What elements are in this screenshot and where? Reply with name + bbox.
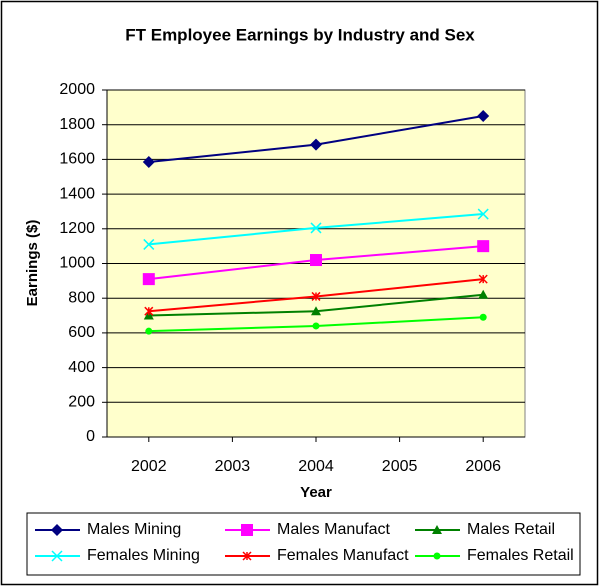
legend-label: Females Mining [87, 547, 200, 564]
marker [242, 551, 252, 561]
y-tick-label: 2000 [59, 81, 95, 98]
y-tick-label: 1600 [59, 151, 95, 168]
y-tick-label: 200 [68, 394, 95, 411]
marker [432, 525, 442, 534]
marker [478, 274, 488, 284]
marker [477, 208, 489, 220]
y-tick-label: 1000 [59, 255, 95, 272]
marker [311, 306, 321, 316]
x-tick-label: 2005 [382, 458, 418, 475]
marker [433, 552, 441, 560]
x-tick-label: 2003 [215, 458, 251, 475]
y-tick-label: 400 [68, 359, 95, 376]
y-tick-label: 1800 [59, 116, 95, 133]
x-tick-label: 2006 [465, 458, 501, 475]
legend-label: Males Manufact [277, 521, 390, 538]
marker [477, 110, 490, 123]
marker [241, 524, 253, 536]
y-tick-label: 800 [68, 289, 95, 306]
y-axis-title: Earnings ($) [24, 220, 41, 307]
marker [478, 289, 489, 299]
marker [310, 222, 322, 234]
marker [142, 156, 155, 169]
legend-label: Males Mining [87, 521, 181, 538]
legend-label: Males Retail [467, 521, 555, 538]
legend-label: Females Manufact [277, 547, 409, 564]
y-tick-label: 1400 [59, 185, 95, 202]
x-axis-title: Year [300, 484, 332, 501]
marker [143, 238, 155, 250]
marker [479, 313, 487, 321]
chart-title: FT Employee Earnings by Industry and Sex [125, 25, 475, 44]
y-tick-label: 600 [68, 324, 95, 341]
marker [51, 550, 63, 562]
marker [144, 306, 154, 316]
marker [310, 138, 322, 151]
x-tick-label: 2002 [131, 458, 167, 475]
marker [311, 291, 321, 301]
marker [51, 524, 63, 536]
legend-box [26, 512, 581, 576]
y-tick-label: 1200 [59, 220, 95, 237]
y-tick-label: 0 [86, 428, 95, 445]
marker [142, 273, 155, 286]
marker [477, 240, 490, 253]
marker [145, 327, 153, 335]
marker [310, 254, 322, 267]
marker [312, 322, 320, 330]
legend-label: Females Retail [467, 547, 574, 564]
x-tick-label: 2004 [298, 458, 334, 475]
